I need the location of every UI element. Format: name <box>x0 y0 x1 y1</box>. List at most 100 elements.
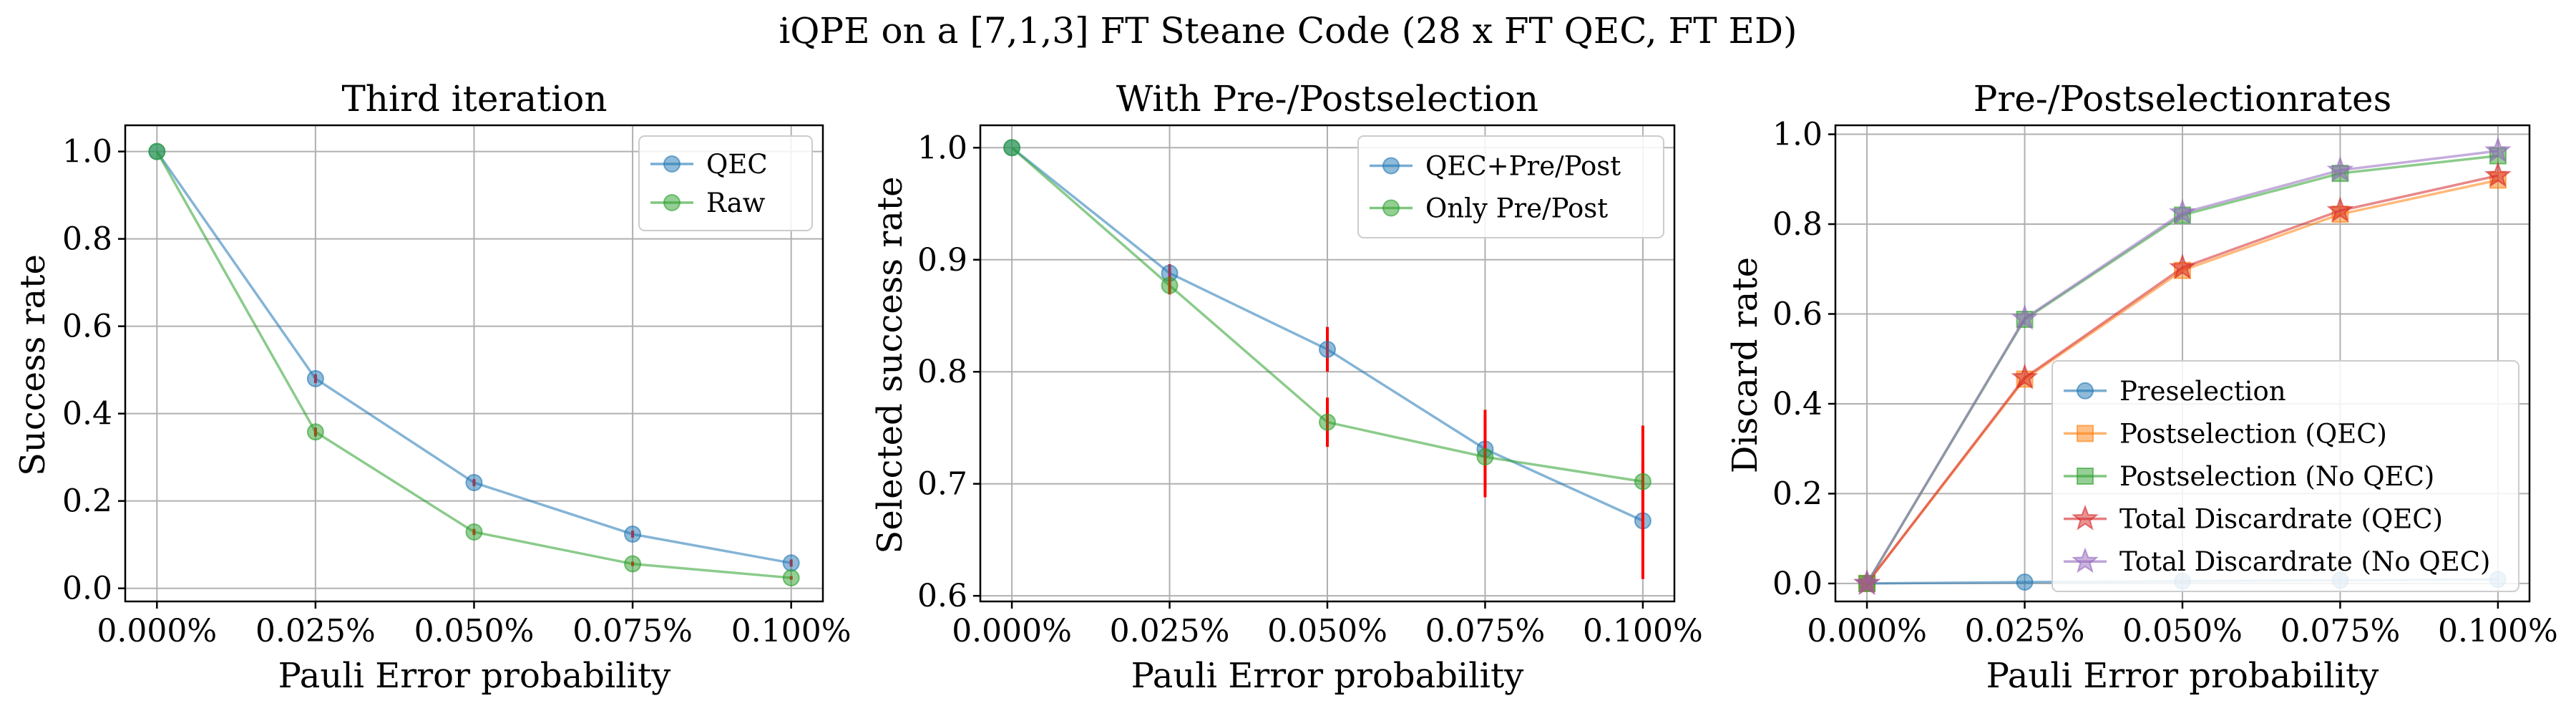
data-point <box>1319 413 1336 431</box>
y-tick-label: 1.0 <box>62 134 112 170</box>
data-point <box>2016 574 2034 591</box>
legend-label: Preselection <box>2119 376 2286 407</box>
data-point <box>1634 473 1652 490</box>
axes-frame <box>124 124 824 603</box>
y-tick-label: 0.4 <box>1772 386 1823 422</box>
x-tick-label: 0.000% <box>97 613 217 649</box>
data-point <box>2011 363 2039 390</box>
legend-box <box>638 135 813 231</box>
y-tick-label: 0.8 <box>1772 206 1823 243</box>
axes-frame <box>1834 124 2531 603</box>
data-point <box>306 369 324 387</box>
legend-swatch-marker <box>2072 504 2099 531</box>
legend: Preselection Postselection (QEC) Postselec… <box>2051 360 2519 592</box>
legend-swatch-marker <box>2077 382 2094 400</box>
data-point <box>2169 253 2196 280</box>
legend-label: Total Discardrate (No QEC) <box>2119 546 2490 577</box>
panel-title: With Pre-/Postselection <box>1116 78 1538 120</box>
x-tick-label: 0.025% <box>1965 613 2085 649</box>
y-tick-label: 0.8 <box>62 221 112 258</box>
data-point <box>306 423 324 441</box>
x-axis-label: Pauli Error probability <box>1131 656 1524 696</box>
y-tick-label: 0.0 <box>1772 566 1823 602</box>
legend: QEC+Pre/Post Only Pre/Post <box>1357 135 1664 238</box>
panel-title: Third iteration <box>341 78 607 120</box>
legend-box <box>2051 360 2519 592</box>
panel-third-iteration: Third iteration Pauli Error probability … <box>13 78 852 696</box>
legend-swatch-marker <box>2077 425 2094 442</box>
series-total-discardrate-no-qec- <box>1853 136 2512 596</box>
legend-box <box>1357 135 1664 238</box>
data-point <box>465 523 483 541</box>
y-tick-label: 0.8 <box>917 354 967 390</box>
legend-swatch-marker <box>1382 157 1400 175</box>
data-point <box>2484 136 2512 163</box>
x-tick-label: 0.025% <box>255 613 376 649</box>
data-point <box>2011 304 2039 330</box>
data-point <box>2326 155 2354 182</box>
x-tick-label: 0.050% <box>1267 613 1387 649</box>
x-tick-label: 0.100% <box>1583 613 1703 649</box>
legend-swatch-marker <box>2077 468 2094 485</box>
data-point <box>1319 340 1336 358</box>
legend-swatch-marker <box>2072 547 2099 574</box>
x-tick-label: 0.050% <box>2122 613 2243 649</box>
legend-swatch-marker <box>663 194 680 211</box>
x-axis-label: Pauli Error probability <box>1986 656 2379 696</box>
data-point <box>1161 276 1179 294</box>
data-point <box>2484 161 2512 188</box>
data-point <box>465 474 483 492</box>
figure-suptitle: iQPE on a [7,1,3] FT Steane Code (28 x F… <box>779 10 1797 52</box>
y-tick-label: 0.6 <box>917 578 967 614</box>
data-point <box>624 526 642 543</box>
y-tick-label: 1.0 <box>917 130 967 166</box>
y-tick-label: 0.0 <box>62 571 112 607</box>
data-point <box>624 555 642 573</box>
data-point <box>1476 448 1494 466</box>
data-point <box>2169 198 2196 225</box>
y-tick-label: 0.9 <box>917 242 967 279</box>
y-tick-label: 1.0 <box>1772 117 1823 153</box>
axes-frame <box>979 124 1676 603</box>
x-tick-label: 0.100% <box>2438 613 2558 649</box>
y-tick-label: 0.7 <box>917 466 967 503</box>
x-tick-label: 0.025% <box>1110 613 1230 649</box>
y-tick-label: 0.4 <box>62 396 112 432</box>
panel-title: Pre-/Postselectionrates <box>1974 78 2392 120</box>
legend-label: Postselection (QEC) <box>2119 418 2387 449</box>
data-point <box>148 142 166 160</box>
series-raw <box>148 142 800 587</box>
panel-pre-postselection-rates: Pre-/Postselectionrates Pauli Error prob… <box>1725 78 2558 696</box>
x-tick-label: 0.000% <box>1807 613 1927 649</box>
x-tick-label: 0.050% <box>414 613 535 649</box>
legend-label: Postselection (No QEC) <box>2119 461 2434 492</box>
x-tick-label: 0.100% <box>731 613 852 649</box>
y-axis-label: Success rate <box>13 254 53 476</box>
x-tick-label: 0.075% <box>572 613 693 649</box>
legend-label: Only Pre/Post <box>1425 193 1608 224</box>
legend-label: Total Discardrate (QEC) <box>2119 504 2443 535</box>
x-tick-label: 0.075% <box>2280 613 2401 649</box>
legend-label: QEC+Pre/Post <box>1425 151 1621 182</box>
legend-label: QEC <box>706 149 768 180</box>
data-point <box>782 569 800 587</box>
data-point <box>1003 139 1021 157</box>
series-only-pre-post <box>1003 139 1652 538</box>
panel-with-pre-postselection: With Pre-/Postselection Pauli Error prob… <box>870 78 1703 696</box>
y-tick-label: 0.2 <box>62 483 112 520</box>
y-axis-label: Selected success rate <box>870 176 910 553</box>
legend-swatch-marker <box>663 155 680 173</box>
data-point <box>782 554 800 572</box>
legend-swatch-marker <box>1382 199 1400 217</box>
y-tick-label: 0.2 <box>1772 475 1823 512</box>
x-axis-label: Pauli Error probability <box>278 656 671 696</box>
x-tick-label: 0.000% <box>952 613 1072 649</box>
y-tick-label: 0.6 <box>62 309 112 345</box>
data-point <box>1853 569 1881 596</box>
data-point <box>2326 196 2354 223</box>
y-axis-label: Discard rate <box>1725 257 1765 473</box>
legend: QEC Raw <box>638 135 813 231</box>
legend-label: Raw <box>706 188 766 218</box>
y-tick-label: 0.6 <box>1772 296 1823 332</box>
